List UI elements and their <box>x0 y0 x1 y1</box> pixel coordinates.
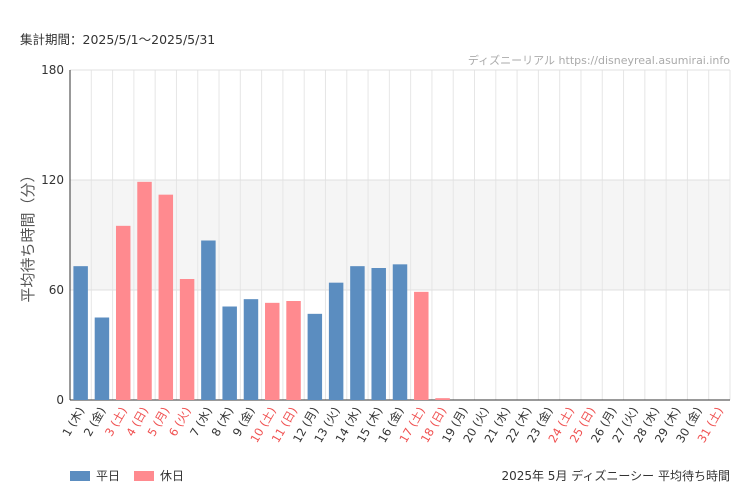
credit-label: ディズニーリアル https://disneyreal.asumirai.inf… <box>467 54 730 67</box>
bar <box>392 264 408 400</box>
bar <box>115 225 131 400</box>
bar <box>137 181 152 400</box>
bar <box>158 194 174 400</box>
bar <box>350 266 365 400</box>
holiday-swatch <box>134 470 155 481</box>
y-tick-label: 0 <box>56 393 64 407</box>
bar <box>414 291 429 400</box>
legend-item-holiday[interactable]: 休日 <box>134 467 184 484</box>
bar <box>307 313 323 400</box>
legend-item-weekday[interactable]: 平日 <box>70 467 120 484</box>
bar <box>435 398 450 400</box>
weekday-swatch <box>70 470 90 481</box>
bar <box>243 299 259 400</box>
bar <box>328 282 344 400</box>
legend: 平日 休日 <box>70 467 184 484</box>
y-tick-label: 120 <box>41 173 64 187</box>
chart-footer-title: 2025年 5月 ディズニーシー 平均待ち時間 <box>501 469 730 483</box>
bar <box>73 266 88 400</box>
bar <box>179 279 195 400</box>
bar <box>286 301 301 400</box>
y-tick-label: 60 <box>49 283 64 297</box>
y-axis-label: 平均待ち時間（分） <box>19 167 37 302</box>
bar <box>371 268 386 400</box>
period-label: 集計期間：2025/5/1〜2025/5/31 <box>20 32 216 47</box>
legend-holiday-label: 休日 <box>160 469 185 483</box>
bar <box>201 240 216 400</box>
bar <box>222 306 237 400</box>
y-tick-label: 180 <box>41 63 64 77</box>
bar <box>265 302 280 400</box>
bar <box>94 317 110 400</box>
legend-weekday-label: 平日 <box>96 469 121 483</box>
